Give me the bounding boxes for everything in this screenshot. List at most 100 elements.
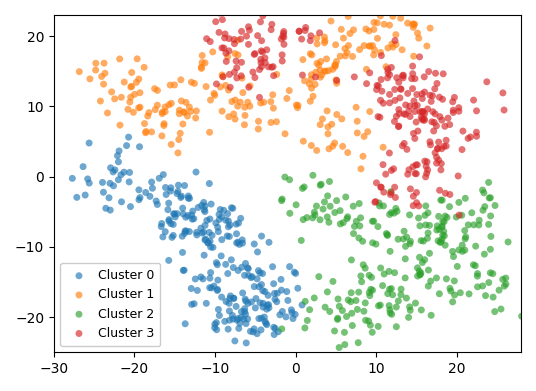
Cluster 0	[181, 321, 189, 327]
Cluster 0	[238, 240, 247, 246]
Cluster 3	[277, 36, 286, 42]
Cluster 1	[144, 113, 152, 119]
Cluster 3	[423, 167, 432, 173]
Cluster 3	[442, 137, 450, 143]
Cluster 2	[361, 300, 369, 306]
Cluster 1	[299, 56, 307, 63]
Cluster 1	[410, 53, 418, 59]
Cluster 0	[253, 276, 262, 282]
Cluster 3	[278, 52, 286, 58]
Cluster 1	[233, 103, 242, 109]
Cluster 1	[373, 20, 382, 26]
Cluster 1	[336, 53, 345, 59]
Cluster 2	[392, 304, 400, 310]
Cluster 3	[470, 97, 478, 103]
Cluster 0	[224, 271, 232, 277]
Cluster 1	[161, 108, 169, 115]
Cluster 0	[247, 299, 256, 305]
Cluster 1	[388, 41, 396, 47]
Cluster 2	[292, 202, 300, 208]
Cluster 3	[382, 171, 390, 177]
Cluster 2	[421, 203, 430, 209]
Cluster 1	[160, 120, 168, 127]
Cluster 3	[280, 34, 288, 41]
Cluster 0	[213, 277, 222, 283]
Cluster 0	[135, 187, 143, 193]
Cluster 3	[407, 75, 416, 82]
Cluster 0	[106, 165, 115, 171]
Cluster 2	[401, 243, 410, 249]
Cluster 3	[257, 38, 266, 44]
Cluster 2	[502, 281, 510, 287]
Cluster 2	[441, 242, 450, 248]
Cluster 0	[177, 193, 186, 199]
Cluster 2	[316, 182, 324, 188]
Cluster 2	[478, 283, 487, 289]
Cluster 1	[389, 13, 397, 20]
Cluster 1	[161, 104, 169, 110]
Cluster 0	[234, 316, 242, 322]
Cluster 0	[282, 289, 291, 295]
Cluster 0	[291, 311, 300, 317]
Cluster 3	[431, 150, 440, 156]
Cluster 1	[356, 166, 365, 172]
Cluster 2	[320, 199, 329, 205]
Cluster 2	[335, 303, 344, 309]
Cluster 0	[237, 264, 246, 271]
Cluster 0	[242, 321, 250, 327]
Cluster 3	[385, 150, 393, 156]
Cluster 3	[306, 38, 315, 44]
Cluster 1	[126, 94, 135, 100]
Cluster 2	[401, 275, 410, 281]
Cluster 2	[445, 285, 454, 291]
Cluster 0	[255, 316, 263, 322]
Cluster 2	[386, 248, 394, 255]
Cluster 1	[245, 103, 254, 109]
Cluster 0	[200, 252, 209, 258]
Cluster 2	[350, 223, 359, 230]
Cluster 2	[479, 207, 487, 213]
Cluster 1	[231, 97, 240, 103]
Cluster 3	[245, 27, 254, 33]
Cluster 3	[251, 50, 259, 57]
Cluster 2	[319, 206, 327, 212]
Cluster 0	[184, 212, 192, 219]
Cluster 0	[189, 208, 197, 214]
Cluster 3	[420, 116, 428, 122]
Cluster 0	[270, 281, 278, 287]
Cluster 0	[212, 319, 221, 326]
Cluster 2	[325, 308, 334, 315]
Cluster 3	[426, 139, 434, 145]
Cluster 3	[315, 30, 324, 36]
Cluster 2	[464, 222, 473, 228]
Cluster 0	[240, 306, 249, 312]
Cluster 0	[261, 318, 270, 325]
Cluster 2	[387, 285, 396, 292]
Cluster 0	[258, 271, 267, 277]
Cluster 1	[153, 87, 162, 93]
Cluster 0	[213, 262, 222, 268]
Cluster 3	[269, 64, 278, 70]
Cluster 0	[233, 240, 241, 246]
Cluster 0	[281, 314, 290, 320]
Cluster 2	[316, 217, 324, 223]
Cluster 2	[325, 219, 333, 226]
Cluster 3	[425, 68, 433, 75]
Cluster 3	[398, 73, 407, 79]
Cluster 0	[263, 306, 271, 312]
Cluster 3	[203, 36, 211, 42]
Cluster 2	[385, 211, 394, 217]
Cluster 2	[457, 212, 466, 219]
Cluster 3	[437, 167, 445, 173]
Cluster 1	[129, 109, 138, 115]
Cluster 3	[391, 97, 399, 104]
Cluster 2	[471, 263, 480, 269]
Cluster 0	[271, 296, 279, 302]
Cluster 1	[385, 22, 394, 28]
Cluster 0	[232, 231, 241, 237]
Cluster 3	[432, 123, 441, 129]
Cluster 2	[406, 240, 414, 247]
Cluster 2	[461, 234, 470, 240]
Cluster 0	[206, 244, 215, 250]
Cluster 2	[325, 178, 334, 185]
